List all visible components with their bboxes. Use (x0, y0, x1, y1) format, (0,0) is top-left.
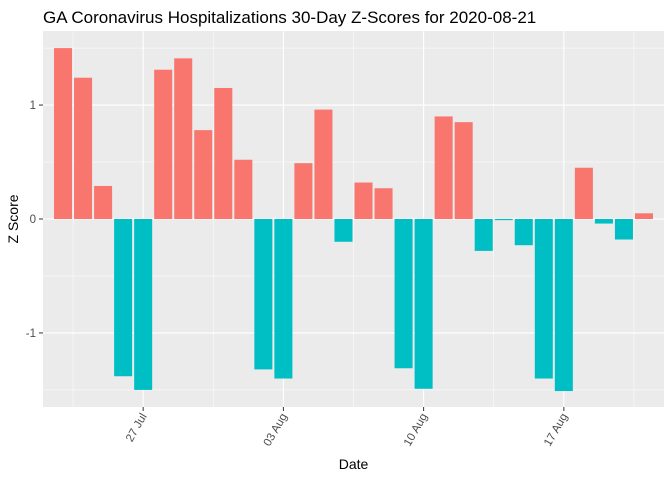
bar (354, 182, 373, 219)
bar (614, 219, 633, 240)
y-tick-label: -1 (26, 328, 36, 340)
bar (174, 58, 193, 219)
bar (74, 77, 93, 219)
bar (494, 219, 513, 221)
bar (554, 219, 573, 392)
bar (134, 219, 153, 390)
bar (194, 130, 213, 219)
bar (454, 122, 473, 219)
chart-title: GA Coronavirus Hospitalizations 30-Day Z… (43, 8, 536, 27)
x-axis-title: Date (339, 456, 369, 472)
bar (414, 219, 433, 389)
bar (334, 219, 353, 242)
bar (374, 188, 393, 219)
bar (274, 219, 293, 379)
x-tick-label: 10 Aug (402, 412, 430, 449)
bar (534, 219, 553, 379)
bar (54, 48, 73, 220)
bar (514, 219, 533, 246)
bar (574, 167, 593, 219)
bar (294, 163, 313, 219)
y-tick-label: 1 (30, 100, 36, 112)
bar (474, 219, 493, 251)
x-tick-label: 27 Jul (124, 412, 150, 445)
bar (234, 159, 253, 219)
bars (54, 48, 653, 392)
bar (594, 219, 613, 224)
x-tick-label: 03 Aug (262, 412, 290, 449)
y-tick-label: 0 (30, 214, 36, 226)
y-axis-title: Z Score (5, 194, 21, 243)
bar (254, 219, 273, 370)
y-axis: -1 0 1 (26, 100, 43, 340)
bar (434, 116, 453, 219)
bar (214, 87, 233, 219)
x-tick-label: 17 Aug (542, 412, 570, 449)
bar (634, 213, 653, 219)
bar (94, 185, 113, 219)
bar (394, 219, 413, 369)
bar (154, 69, 173, 220)
bar (314, 109, 333, 219)
x-axis: 27 Jul 03 Aug 10 Aug 17 Aug (124, 407, 570, 449)
bar (114, 219, 133, 377)
